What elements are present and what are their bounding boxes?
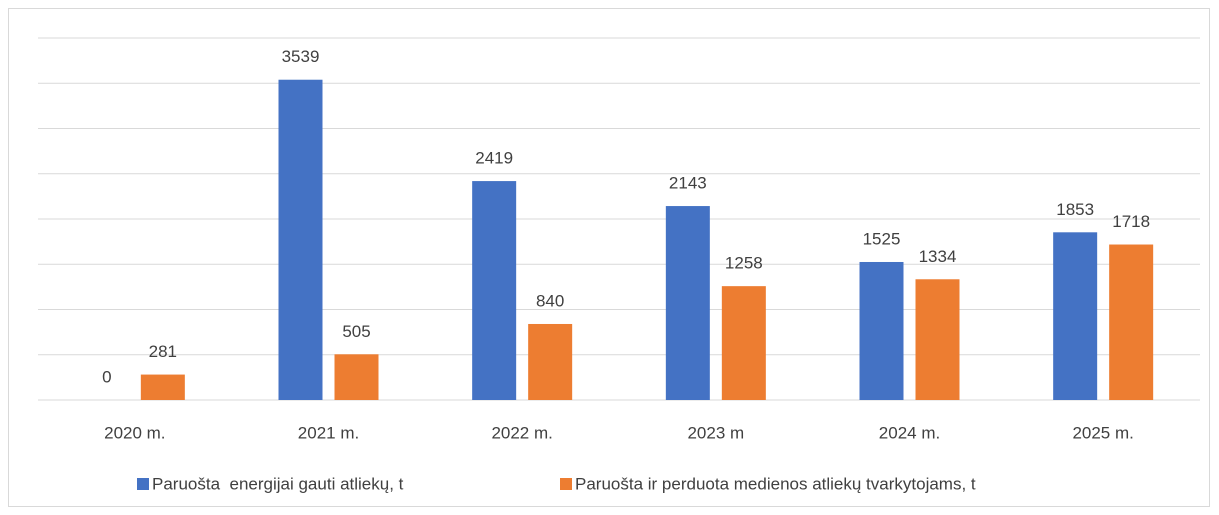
x-tick-label: 2024 m. [879, 423, 940, 442]
data-label: 281 [149, 342, 177, 361]
bar [859, 261, 904, 400]
data-label: 840 [536, 291, 564, 310]
x-tick-label: 2025 m. [1072, 423, 1133, 442]
bar [1109, 244, 1154, 400]
legend-swatch [560, 478, 572, 490]
x-tick-label: 2021 m. [298, 423, 359, 442]
bar [334, 354, 379, 400]
bar [528, 323, 573, 400]
bar [1053, 232, 1098, 400]
data-label: 1525 [863, 229, 901, 248]
legend-swatch [137, 478, 149, 490]
data-label: 1258 [725, 254, 763, 273]
data-label: 2419 [475, 149, 513, 168]
x-tick-label: 2023 m [687, 423, 744, 442]
bar [721, 286, 766, 400]
x-tick-label: 2020 m. [104, 423, 165, 442]
bar [472, 181, 517, 400]
legend-label: Paruošta energijai gauti atliekų, t [152, 474, 404, 493]
bar [915, 279, 960, 400]
legend-label: Paruošta ir perduota medienos atliekų tv… [575, 474, 976, 493]
data-label: 1718 [1112, 212, 1150, 231]
bar [665, 206, 710, 400]
bar [140, 374, 185, 400]
data-label: 3539 [282, 47, 320, 66]
data-label: 505 [342, 322, 370, 341]
data-label: 0 [102, 367, 111, 386]
x-tick-label: 2022 m. [491, 423, 552, 442]
data-label: 2143 [669, 174, 707, 193]
bar [278, 79, 323, 401]
data-label: 1853 [1056, 200, 1094, 219]
chart-frame [8, 8, 1210, 507]
data-label: 1334 [919, 247, 957, 266]
